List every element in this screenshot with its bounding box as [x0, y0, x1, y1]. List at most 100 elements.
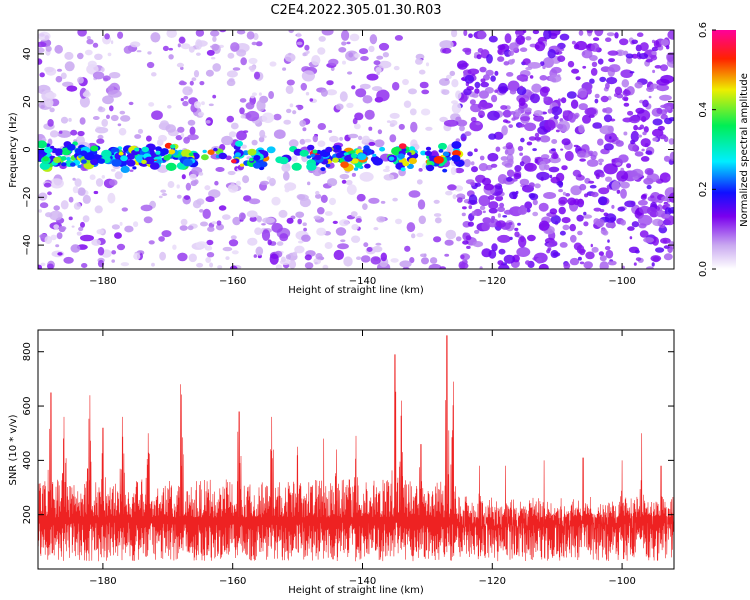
spectrogram-cell	[185, 182, 192, 191]
spectrogram-panel: −180 −160 −140 −120 −100 −40 −20 0 20 40 Height …	[8, 29, 675, 296]
snr-panel: −180 −160 −140 −120 −100 200 400 600 800 Height…	[8, 329, 675, 596]
spectrogram-y-tick-label: −20	[22, 187, 33, 208]
spectrogram-cell	[120, 115, 131, 122]
spectrogram-cell	[646, 86, 655, 92]
spectrogram-cell	[570, 234, 577, 243]
spectrogram-cell	[389, 123, 395, 127]
spectrogram-cell	[625, 53, 634, 59]
spectrogram-cell	[228, 78, 235, 82]
spectrogram-cell	[594, 30, 604, 37]
spectrogram-cell	[455, 90, 462, 100]
spectrogram-cell	[196, 52, 201, 56]
spectrogram-cell	[168, 54, 174, 60]
spectrogram-cell	[500, 156, 509, 161]
spectrogram-band-cell	[306, 155, 312, 159]
spectrogram-cell	[408, 88, 417, 95]
spectrogram-cell	[358, 48, 369, 55]
spectrogram-band-cell	[182, 158, 193, 167]
spectrogram-cell	[339, 219, 350, 227]
spectrogram-cell	[636, 32, 644, 37]
spectrogram-cell	[296, 41, 303, 46]
spectrogram-cell	[188, 46, 195, 53]
spectrogram-cell	[236, 30, 246, 35]
spectrogram-band-cell	[253, 155, 261, 161]
spectrogram-cell	[534, 183, 541, 189]
spectrogram-cell	[50, 234, 57, 241]
spectrogram-band-cell	[249, 157, 254, 162]
spectrogram-cell	[246, 210, 258, 218]
spectrogram-cell	[95, 178, 104, 187]
spectrogram-cell	[666, 45, 670, 50]
spectrogram-cell	[102, 95, 114, 105]
spectrogram-cell	[399, 260, 412, 268]
spectrogram-cell	[204, 185, 211, 191]
spectrogram-cell	[378, 42, 390, 51]
spectrogram-cell	[368, 45, 375, 53]
spectrogram-cell	[652, 236, 659, 246]
spectrogram-cell	[590, 67, 598, 76]
spectrogram-cell	[232, 216, 241, 226]
spectrogram-x-tick-label: −120	[479, 276, 506, 287]
spectrogram-cell	[600, 95, 609, 103]
spectrogram-cell	[195, 39, 203, 50]
spectrogram-cell	[306, 50, 310, 54]
spectrogram-cell	[333, 249, 344, 261]
spectrogram-band-cell	[141, 159, 147, 164]
spectrogram-cell	[660, 39, 670, 46]
spectrogram-cell	[335, 227, 347, 236]
spectrogram-cell	[230, 42, 240, 52]
spectrogram-cell	[589, 78, 595, 84]
spectrogram-cell	[478, 195, 491, 207]
spectrogram-cell	[594, 93, 600, 99]
spectrogram-cell	[636, 52, 641, 57]
spectrogram-cell	[236, 130, 247, 141]
spectrogram-cell	[158, 134, 167, 142]
spectrogram-cell	[60, 72, 67, 80]
spectrogram-cell	[428, 263, 442, 269]
spectrogram-cell	[70, 244, 81, 253]
spectrogram-cell	[378, 60, 392, 69]
spectrogram-cell	[312, 135, 318, 143]
spectrogram-cell	[443, 119, 459, 127]
spectrogram-cell	[472, 241, 484, 248]
spectrogram-cell	[464, 131, 472, 137]
spectrogram-cell	[253, 71, 261, 80]
spectrogram-cell	[175, 135, 183, 141]
spectrogram-cell	[586, 159, 599, 167]
spectrogram-cell	[538, 220, 550, 231]
spectrogram-cell	[598, 187, 610, 195]
spectrogram-cell	[490, 75, 496, 82]
spectrogram-cell	[177, 43, 181, 48]
spectrogram-cell	[280, 256, 286, 263]
spectrogram-cell	[78, 226, 84, 232]
spectrogram-cell	[167, 181, 175, 188]
spectrogram-cell	[446, 74, 452, 80]
spectrogram-cell	[205, 120, 211, 124]
spectrogram-y-tick-label: 40	[22, 48, 33, 61]
spectrogram-cell	[615, 140, 624, 147]
spectrogram-cell	[661, 196, 669, 202]
spectrogram-cell	[91, 239, 102, 246]
spectrogram-cell	[609, 136, 612, 140]
spectrogram-cell	[627, 110, 634, 116]
spectrogram-cell	[541, 86, 550, 93]
spectrogram-cell	[317, 140, 326, 147]
spectrogram-cell	[297, 105, 303, 111]
spectrogram-cell	[570, 185, 582, 196]
spectrogram-cell	[39, 72, 45, 78]
spectrogram-cell	[346, 102, 354, 108]
spectrogram-cell	[240, 114, 246, 119]
spectrogram-cell	[415, 58, 423, 65]
spectrogram-cell	[375, 67, 382, 74]
spectrogram-cell	[620, 219, 626, 226]
spectrogram-cell	[418, 215, 426, 225]
spectrogram-cell	[307, 181, 311, 186]
spectrogram-cell	[445, 190, 453, 196]
spectrogram-cell	[301, 234, 311, 242]
spectrogram-cell	[463, 30, 468, 36]
spectrogram-cell	[603, 143, 614, 151]
spectrogram-cell	[659, 172, 671, 183]
spectrogram-cell	[539, 75, 548, 81]
spectrogram-cell	[151, 110, 163, 120]
spectrogram-cell	[627, 142, 638, 152]
